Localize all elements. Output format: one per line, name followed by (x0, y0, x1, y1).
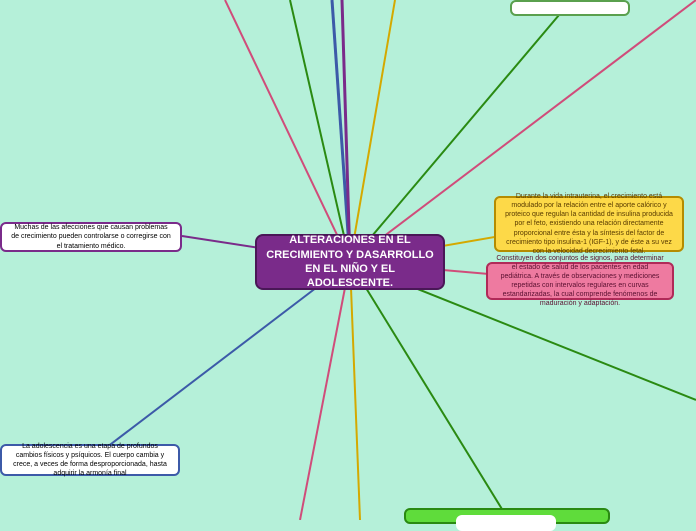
mindmap-node[interactable]: Muchas de las afecciones que causan prob… (0, 222, 182, 252)
edge (350, 0, 395, 262)
node-text: Muchas de las afecciones que causan prob… (10, 223, 172, 250)
mindmap-node[interactable] (456, 515, 556, 531)
mindmap-node[interactable]: La adolescencia es una etapa de profundo… (0, 444, 180, 476)
edge (350, 262, 505, 514)
edge (225, 0, 350, 262)
mindmap-node[interactable] (510, 0, 630, 16)
node-text: Durante la vida intrauterina, el crecimi… (504, 192, 674, 256)
node-text: La adolescencia es una etapa de profundo… (10, 442, 170, 478)
edge (90, 262, 350, 460)
node-text: Constituyen dos conjuntos de signos, par… (496, 254, 664, 309)
mindmap-node[interactable]: Constituyen dos conjuntos de signos, par… (486, 262, 674, 300)
edge (350, 262, 360, 520)
mindmap-node[interactable]: Durante la vida intrauterina, el crecimi… (494, 196, 684, 252)
node-text: ALTERACIONES EN EL CRECIMIENTO Y DASARRO… (265, 233, 435, 290)
center-node[interactable]: ALTERACIONES EN EL CRECIMIENTO Y DASARRO… (255, 234, 445, 290)
edge (300, 262, 350, 520)
